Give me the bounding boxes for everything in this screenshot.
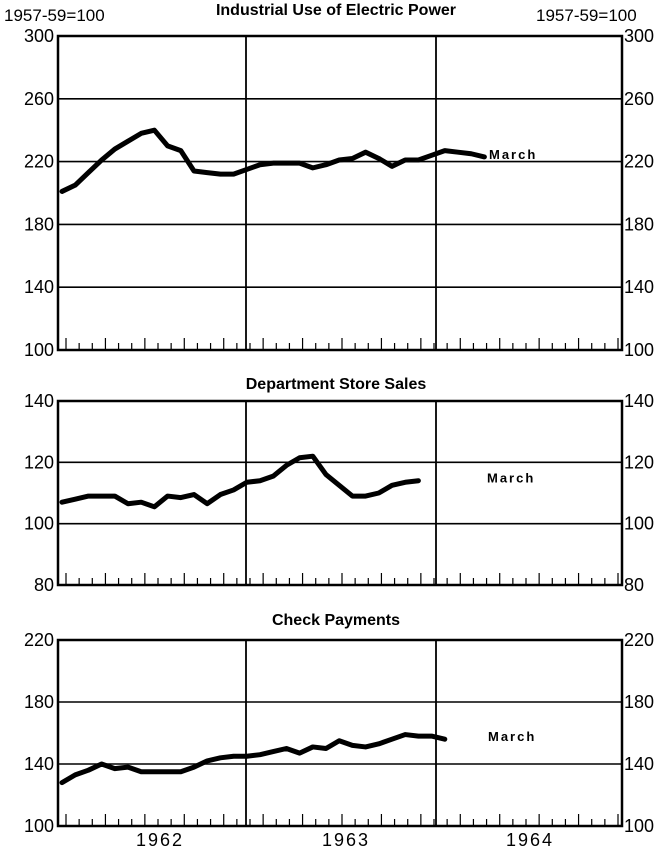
x-label-1963: 1963 [322,830,370,850]
y-tick-label-right: 180 [624,214,654,234]
panel-title: Industrial Use of Electric Power [216,2,456,19]
x-label-1962: 1962 [136,830,184,850]
series-line [59,127,487,194]
y-tick-label-right: 80 [624,575,644,595]
y-tick-label-left: 100 [24,816,54,836]
base-note-left: 1957-59=100 [4,6,105,25]
y-tick-label-right: 220 [624,152,654,172]
series-line [59,732,448,786]
y-tick-label-left: 100 [24,340,54,360]
panel-frame [56,399,624,587]
y-tick-label-left: 180 [24,692,54,712]
y-tick-label-right: 100 [624,340,654,360]
y-tick-label-left: 260 [24,89,54,109]
panel-frame [56,638,624,828]
panel-3: Check Payments 100 100 140 140 180 180 220 220 Ma… [24,612,654,836]
y-tick-label-right: 120 [624,452,654,472]
y-tick-label-right: 180 [624,692,654,712]
x-label-1964: 1964 [506,830,554,850]
panel-2: Department Store Sales 80 80 100 100 120 120 14… [24,376,654,595]
y-tick-label-left: 140 [24,391,54,411]
panel-title: Check Payments [272,612,400,629]
y-tick-label-right: 140 [624,277,654,297]
y-tick-label-left: 140 [24,277,54,297]
annotation-label: March [489,147,537,162]
y-tick-label-left: 100 [24,514,54,534]
base-note-right: 1957-59=100 [536,6,637,25]
y-tick-label-right: 100 [624,514,654,534]
y-tick-label-right: 300 [624,26,654,46]
annotation-label: March [488,729,536,744]
panel-1: Industrial Use of Electric Power 100 100 14… [24,2,654,360]
y-tick-label-right: 140 [624,391,654,411]
y-tick-label-left: 80 [34,575,54,595]
panel-frame [56,34,624,352]
y-tick-label-left: 300 [24,26,54,46]
annotation-label: March [487,471,535,486]
y-tick-label-left: 220 [24,152,54,172]
y-tick-label-right: 220 [624,630,654,650]
y-tick-label-right: 140 [624,754,654,774]
y-tick-label-left: 180 [24,214,54,234]
panel-title: Department Store Sales [246,376,427,393]
y-tick-label-left: 120 [24,452,54,472]
y-tick-label-right: 260 [624,89,654,109]
series-line [59,453,421,510]
y-tick-label-left: 220 [24,630,54,650]
y-tick-label-left: 140 [24,754,54,774]
y-tick-label-right: 100 [624,816,654,836]
